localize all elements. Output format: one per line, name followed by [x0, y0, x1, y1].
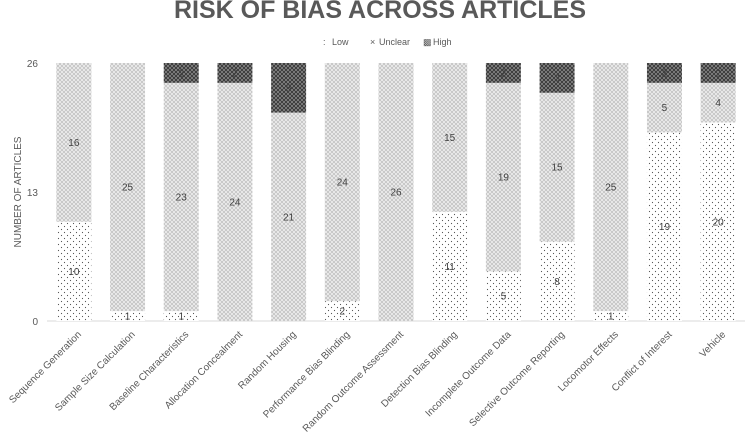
bar-segment-low: [163, 311, 199, 321]
data-labels: 1016125123224221522426111551928153125195…: [68, 68, 724, 322]
data-label-low: 20: [713, 217, 725, 228]
data-label-low: 5: [501, 292, 507, 303]
bar-segment-high: [217, 63, 253, 83]
bar-segment-low: [539, 241, 575, 321]
bar-segment-unclear: [700, 82, 736, 123]
data-label-unclear: 15: [444, 133, 456, 144]
data-label-high: 2: [501, 68, 507, 79]
y-tick-label: 26: [27, 59, 39, 70]
bar-segment-low: [432, 211, 468, 321]
bar-segment-low: [700, 122, 736, 322]
bar-segment-unclear: [539, 92, 575, 242]
legend-label-high: High: [433, 37, 452, 47]
data-label-unclear: 15: [552, 163, 564, 174]
legend: : Low × Unclear ▩ High: [323, 37, 452, 47]
data-label-high: 5: [286, 83, 292, 94]
bar-segment-unclear: [432, 63, 468, 212]
bar-segment-high: [539, 63, 575, 93]
data-label-unclear: 16: [68, 138, 80, 149]
bar-segment-low: [56, 221, 92, 321]
category-label: Vehicle: [698, 329, 729, 360]
bar-segment-low: [110, 311, 146, 321]
data-label-low: 1: [125, 312, 131, 323]
data-label-low: 19: [659, 222, 671, 233]
data-label-low: 11: [444, 262, 455, 273]
data-label-high: 2: [178, 68, 184, 79]
bar-segment-unclear: [163, 82, 199, 312]
bar-segment-unclear: [110, 63, 146, 312]
data-label-low: 10: [68, 267, 80, 278]
data-label-unclear: 21: [283, 212, 295, 223]
bar-segment-unclear: [56, 63, 92, 222]
data-label-unclear: 4: [715, 98, 721, 109]
bar-segment-low: [485, 271, 521, 321]
category-label: Random Outcome Assessment: [301, 329, 406, 434]
legend-symbol-unclear: ×: [370, 37, 375, 47]
data-label-low: 2: [340, 307, 346, 318]
data-label-low: 1: [178, 312, 184, 323]
bars: [56, 63, 736, 322]
data-label-unclear: 26: [390, 188, 402, 199]
category-label: Selective Outcome Reporting: [467, 329, 567, 429]
data-label-unclear: 24: [337, 178, 349, 189]
bar-segment-high: [485, 63, 521, 83]
bar-segment-unclear: [378, 63, 414, 321]
bar-segment-high: [700, 63, 736, 83]
data-label-unclear: 25: [605, 183, 617, 194]
bar-segment-low: [593, 311, 629, 321]
category-label: Random Housing: [236, 329, 298, 391]
data-label-unclear: 19: [498, 173, 510, 184]
bar-segment-high: [163, 63, 199, 83]
legend-symbol-high: ▩: [423, 37, 432, 47]
bar-segment-unclear: [271, 112, 307, 321]
data-label-high: 2: [232, 68, 238, 79]
data-label-low: 1: [608, 312, 614, 323]
data-label-unclear: 25: [122, 183, 134, 194]
bar-segment-high: [646, 63, 682, 83]
bar-segment-unclear: [217, 82, 253, 321]
category-label: Incomplete Outcome Data: [424, 329, 514, 419]
data-label-unclear: 24: [229, 197, 241, 208]
legend-symbol-low: :: [323, 37, 326, 47]
chart-title: RISK OF BIAS ACROSS ARTICLES: [174, 0, 586, 24]
bar-segment-unclear: [485, 82, 521, 272]
y-tick-label: 13: [27, 188, 39, 199]
bar-segment-unclear: [646, 82, 682, 133]
y-axis-label: NUMBER OF ARTICLES: [13, 136, 24, 247]
category-label: Performance Bias Blinding: [261, 329, 352, 420]
data-label-high: 3: [554, 73, 560, 84]
data-label-high: 2: [662, 68, 668, 79]
data-label-unclear: 23: [176, 192, 188, 203]
data-label-high: 2: [715, 68, 721, 79]
bar-segment-low: [324, 301, 360, 321]
bar-segment-high: [271, 63, 307, 113]
legend-label-unclear: Unclear: [379, 37, 410, 47]
bar-segment-low: [646, 132, 682, 321]
legend-label-low: Low: [332, 37, 349, 47]
bar-segment-unclear: [324, 63, 360, 302]
y-tick-label: 0: [32, 317, 38, 328]
data-label-low: 8: [554, 277, 560, 288]
category-label: Conflict of Interest: [610, 329, 675, 394]
data-label-unclear: 5: [662, 103, 668, 114]
bar-segment-unclear: [593, 63, 629, 312]
